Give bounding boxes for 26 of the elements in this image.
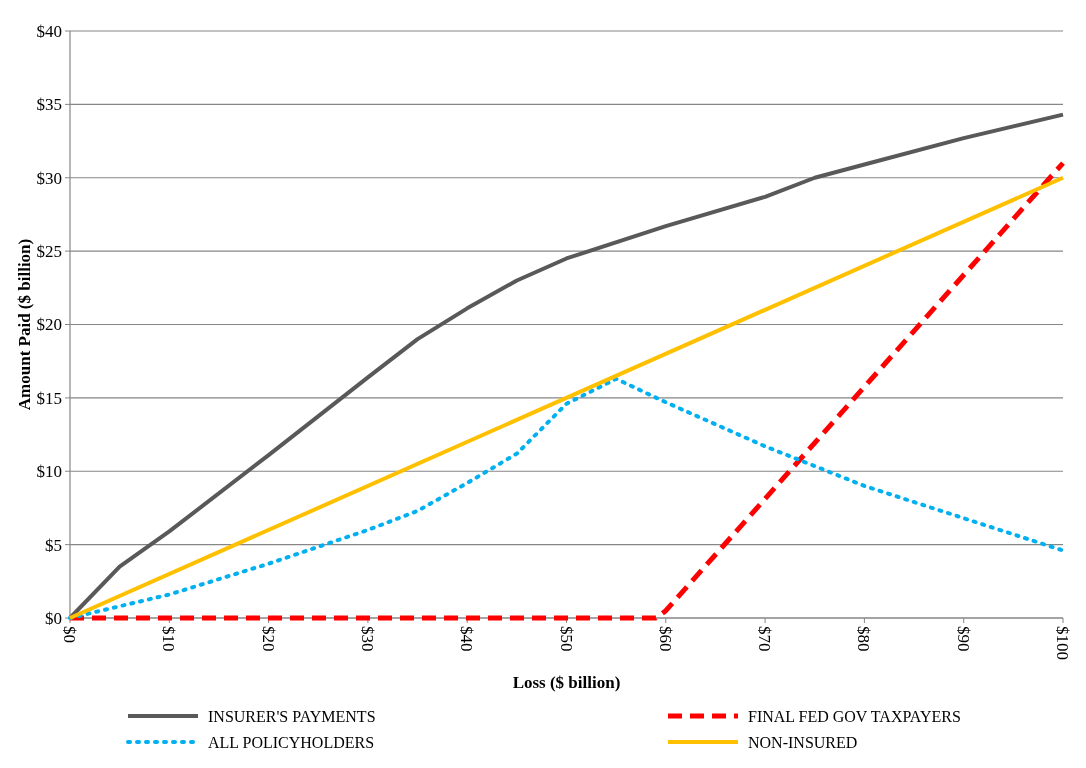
y-tick-label: $10 [36, 462, 62, 482]
legend-label: FINAL FED GOV TAXPAYERS [748, 707, 961, 725]
x-tick-label: $50 [556, 626, 576, 652]
x-tick-label: $20 [258, 626, 278, 652]
x-tick-label: $90 [953, 626, 973, 652]
y-tick-label: $20 [36, 315, 62, 335]
y-axis-title: Amount Paid ($ billion) [14, 238, 34, 411]
y-tick-label: $30 [36, 168, 62, 188]
x-tick-label: $40 [457, 626, 477, 652]
x-tick-label: $80 [854, 626, 874, 652]
legend-label: INSURER'S PAYMENTS [208, 707, 376, 725]
legend-label: NON-INSURED [748, 733, 858, 751]
x-tick-label: $70 [755, 626, 775, 652]
y-tick-label: $0 [45, 608, 62, 628]
x-tick-label: $100 [1053, 626, 1073, 660]
y-tick-label: $25 [36, 242, 62, 262]
x-tick-label: $10 [159, 626, 179, 652]
legend-label: ALL POLICYHOLDERS [208, 733, 375, 751]
y-tick-label: $40 [36, 21, 62, 41]
x-tick-label: $0 [60, 626, 80, 643]
x-tick-label: $30 [357, 626, 377, 652]
y-tick-label: $35 [36, 95, 62, 115]
y-tick-label: $15 [36, 388, 62, 408]
y-tick-label: $5 [45, 535, 62, 555]
x-axis-title: Loss ($ billion) [512, 673, 621, 692]
x-tick-label: $60 [655, 626, 675, 652]
